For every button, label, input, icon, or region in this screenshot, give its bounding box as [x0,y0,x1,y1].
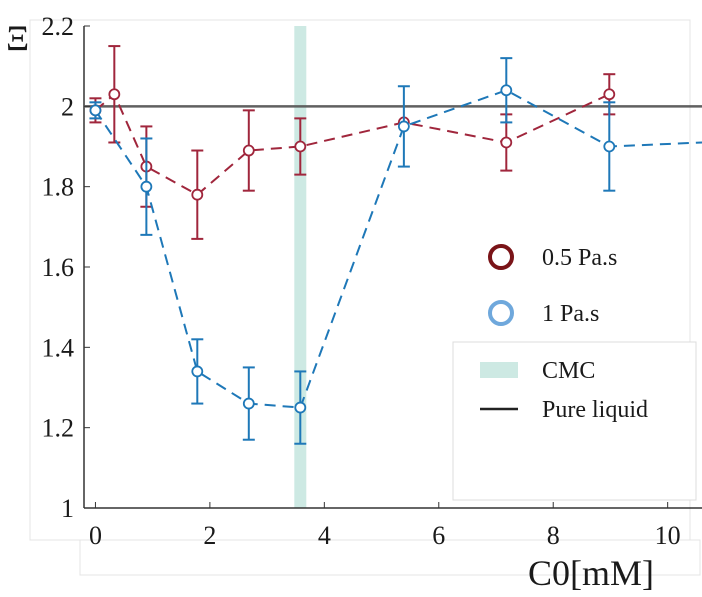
data-point [108,88,121,101]
y-axis-title: Ξ [6,18,29,58]
y-tick-label: 2.2 [42,12,75,41]
y-tick-label: 1.2 [42,414,75,443]
frame-lower [79,539,701,576]
x-tick-label: 6 [432,521,445,550]
data-point [140,180,153,193]
data-point [500,84,513,97]
data-point [500,136,513,149]
data-point [603,88,616,101]
legend-label-pure-liquid: Pure liquid [542,397,648,423]
legend-swatch-cmc [480,362,518,378]
y-tick-label: 2 [61,92,74,121]
data-point [242,144,255,157]
data-point [397,120,410,133]
x-tick-label: 4 [318,521,331,550]
y-tick-label: 1.8 [42,173,75,202]
series-line [94,89,702,409]
legend-marker-1pas [488,300,514,326]
x-tick-label: 10 [655,521,681,550]
data-point [294,140,307,153]
y-tick-label: 1.6 [42,253,75,282]
series-1pas [89,57,702,445]
x-tick-label: 2 [203,521,216,550]
data-point [191,188,204,201]
data-point [294,401,307,414]
y-tick-label: 1 [61,494,74,523]
series-layer [89,45,702,445]
x-tick-label: 8 [547,521,560,550]
data-point [603,140,616,153]
x-axis-title: C0[mM] [528,553,654,593]
x-tick-label: 0 [89,521,102,550]
data-point [89,104,102,117]
data-point [191,365,204,378]
legend-label-1pas: 1 Pa.s [542,301,599,327]
legend-label-cmc: CMC [542,358,595,384]
series-0.5pas [89,45,616,240]
series-line [94,92,610,196]
legend-label-0.5pas: 0.5 Pa.s [542,245,617,271]
tick-labels: 0 2 4 6 8 10 1 1.2 1.4 1.6 1.8 2 2.2 [42,12,681,550]
legend: 0.5 Pa.s 1 Pa.s CMC Pure liquid [452,244,697,501]
data-point [242,397,255,410]
legend-marker-0.5pas [488,244,514,270]
y-tick-label: 1.4 [42,333,75,362]
